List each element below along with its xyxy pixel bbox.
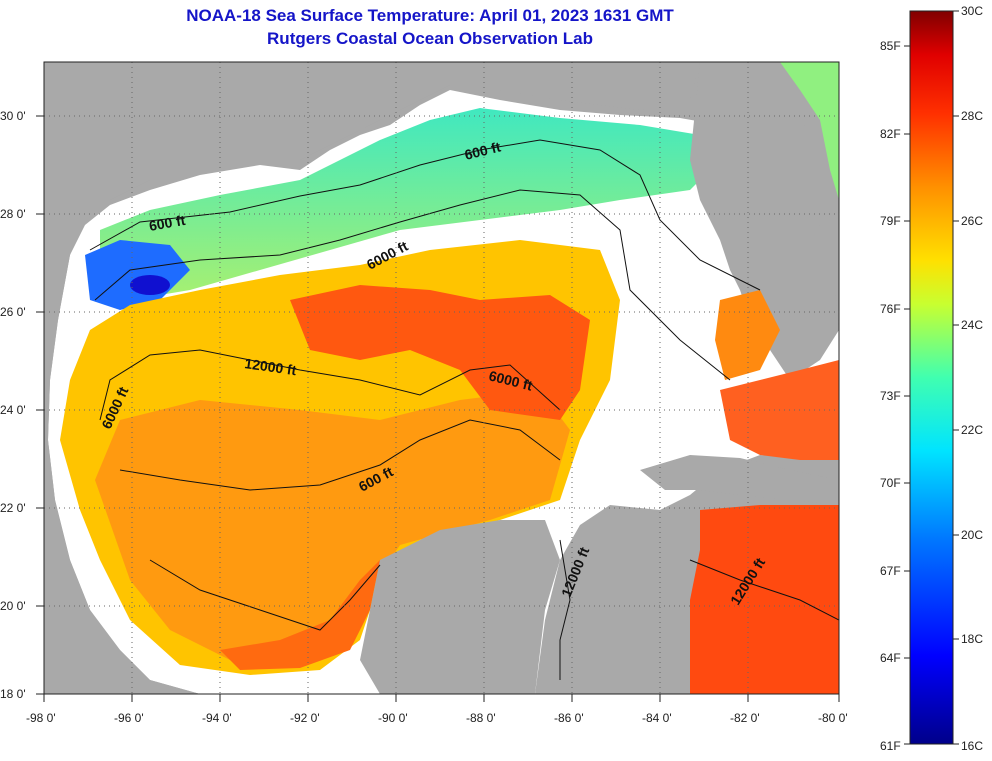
lon-tick-label: -92 0' bbox=[290, 711, 320, 725]
axis-ticks bbox=[36, 115, 840, 702]
lat-tick-label: 18 0' bbox=[0, 687, 26, 701]
colorbar-c-label: 16C bbox=[961, 739, 983, 753]
lon-tick-label: -94 0' bbox=[202, 711, 232, 725]
colorbar-f-label: 64F bbox=[880, 651, 901, 665]
lon-tick-label: -90 0' bbox=[378, 711, 408, 725]
colorbar-c-label: 30C bbox=[961, 4, 983, 18]
colorbar-c-label: 18C bbox=[961, 632, 983, 646]
colorbar-f-label: 79F bbox=[880, 214, 901, 228]
depth-contours bbox=[89, 139, 839, 680]
lon-tick-label: -86 0' bbox=[554, 711, 584, 725]
land-florida bbox=[690, 62, 839, 380]
map-subtitle: Rutgers Coastal Ocean Observation Lab bbox=[267, 29, 593, 48]
map-plot-area: 600 ft 600 ft 6000 ft 12000 ft 6000 ft 6… bbox=[44, 62, 839, 694]
sst-loop-current bbox=[290, 285, 590, 420]
sst-campeche bbox=[220, 560, 380, 670]
lat-tick-label: 22 0' bbox=[0, 501, 26, 515]
sst-cold-patch bbox=[85, 240, 190, 310]
lon-tick-label: -88 0' bbox=[466, 711, 496, 725]
contour-label: 600 ft bbox=[148, 212, 187, 234]
colorbar-f-label: 67F bbox=[880, 564, 901, 578]
colorbar-f-label: 85F bbox=[880, 39, 901, 53]
lat-tick-label: 20 0' bbox=[0, 599, 26, 613]
colorbar-f-label: 82F bbox=[880, 127, 901, 141]
sst-north-band bbox=[100, 108, 720, 300]
map-frame bbox=[43, 61, 840, 695]
colorbar-f-label: 70F bbox=[880, 476, 901, 490]
land-mexico bbox=[44, 62, 200, 694]
colorbar-f-label: 73F bbox=[880, 389, 901, 403]
colorbar-c-label: 24C bbox=[961, 318, 983, 332]
lat-tick-label: 24 0' bbox=[0, 403, 26, 417]
graticule bbox=[44, 62, 839, 694]
lat-tick-label: 28 0' bbox=[0, 207, 26, 221]
colorbar-f-label: 76F bbox=[880, 302, 901, 316]
map-title: NOAA-18 Sea Surface Temperature: April 0… bbox=[186, 6, 674, 25]
lat-tick-label: 26 0' bbox=[0, 305, 26, 319]
sst-caribbean bbox=[690, 505, 839, 694]
land-us-north bbox=[44, 62, 700, 260]
colorbar-c-label: 20C bbox=[961, 528, 983, 542]
contour-label: 12000 ft bbox=[244, 355, 298, 378]
lat-tick-label: 30 0' bbox=[0, 109, 26, 123]
colorbar-f-label: 61F bbox=[880, 739, 901, 753]
lon-tick-label: -84 0' bbox=[642, 711, 672, 725]
lon-tick-label: -82 0' bbox=[730, 711, 760, 725]
colorbar-c-label: 28C bbox=[961, 109, 983, 123]
colorbar-c-label: 26C bbox=[961, 214, 983, 228]
land-cuba bbox=[640, 455, 839, 505]
sst-orange-region bbox=[95, 390, 570, 665]
sst-florida-west bbox=[715, 290, 780, 380]
colorbar-ticks bbox=[904, 10, 959, 745]
lon-tick-label: -80 0' bbox=[818, 711, 848, 725]
colorbar-c-label: 22C bbox=[961, 423, 983, 437]
sst-cold-core bbox=[130, 275, 170, 295]
land-yucatan bbox=[360, 520, 560, 694]
lon-tick-label: -98 0' bbox=[26, 711, 56, 725]
sst-atlantic-east bbox=[780, 62, 839, 200]
lon-tick-label: -96 0' bbox=[114, 711, 144, 725]
colorbar bbox=[909, 10, 954, 745]
